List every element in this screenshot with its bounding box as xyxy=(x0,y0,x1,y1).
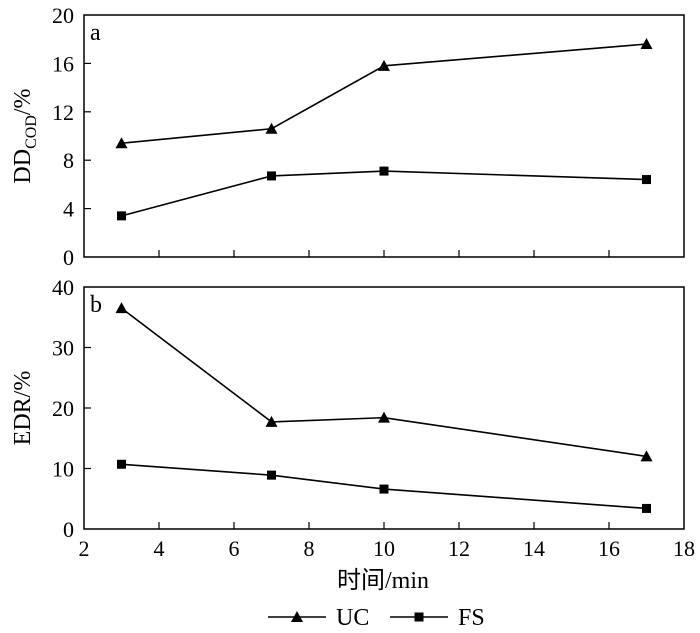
legend-marker xyxy=(291,611,303,622)
x-tick-label: 8 xyxy=(304,536,315,561)
data-point-fs xyxy=(267,470,276,480)
plot-frame xyxy=(83,14,685,258)
panel-b: 2 4 6 8 10 12 14 16 18 0 10 20 30 40 b EDR/% xyxy=(10,275,695,561)
series-line-fs xyxy=(121,463,647,510)
y-tick-label: 8 xyxy=(63,148,74,173)
y-tick-label: 20 xyxy=(52,396,74,421)
data-point-fs xyxy=(379,166,389,176)
x-tick-label: 16 xyxy=(598,536,620,561)
x-tick-label: 6 xyxy=(229,536,240,561)
data-point-fs xyxy=(379,484,389,494)
series-line-fs xyxy=(121,170,647,217)
panel-label: b xyxy=(90,292,102,318)
data-point-uc xyxy=(378,411,390,423)
y-axis-title: EDR/% xyxy=(10,371,36,446)
data-point-uc xyxy=(640,38,653,50)
data-point-fs xyxy=(642,175,651,185)
data-point-fs xyxy=(267,171,276,181)
x-tick-label: 14 xyxy=(523,536,545,561)
y-tick-label: 20 xyxy=(52,3,74,28)
data-point-uc xyxy=(378,59,390,71)
data-point-uc xyxy=(265,415,278,427)
x-tick-label: 4 xyxy=(154,536,165,561)
y-tick-label: 30 xyxy=(52,336,74,361)
legend-label: FS xyxy=(458,605,485,631)
data-point-fs xyxy=(117,211,126,221)
panel-a: 0 4 8 12 16 20 a DDCOD/% xyxy=(10,3,685,270)
y-tick-label: 12 xyxy=(52,100,74,125)
data-point-uc xyxy=(640,450,653,462)
legend-label: UC xyxy=(336,605,369,631)
legend-marker xyxy=(414,612,424,622)
x-tick-label: 2 xyxy=(79,536,90,561)
data-point-fs xyxy=(117,459,126,469)
data-point-fs xyxy=(642,503,651,513)
data-point-uc xyxy=(115,137,128,149)
data-point-uc xyxy=(115,302,128,314)
panel-label: a xyxy=(90,20,101,46)
y-tick-label: 16 xyxy=(52,51,74,76)
y-axis-title: DDCOD/% xyxy=(10,88,40,183)
y-tick-label: 10 xyxy=(52,457,74,482)
legend: UC FS xyxy=(268,605,485,631)
series-line-uc xyxy=(121,43,647,145)
y-tick-label: 0 xyxy=(63,517,74,542)
x-tick-label: 10 xyxy=(373,536,395,561)
x-axis-title: 时间/min xyxy=(337,567,429,594)
y-tick-label: 0 xyxy=(63,245,74,270)
data-point-uc xyxy=(265,122,278,134)
y-tick-label: 4 xyxy=(63,197,74,222)
x-tick-label: 18 xyxy=(673,536,695,561)
y-tick-label: 40 xyxy=(52,275,74,300)
series-line-uc xyxy=(121,307,647,458)
x-tick-label: 12 xyxy=(448,536,470,561)
